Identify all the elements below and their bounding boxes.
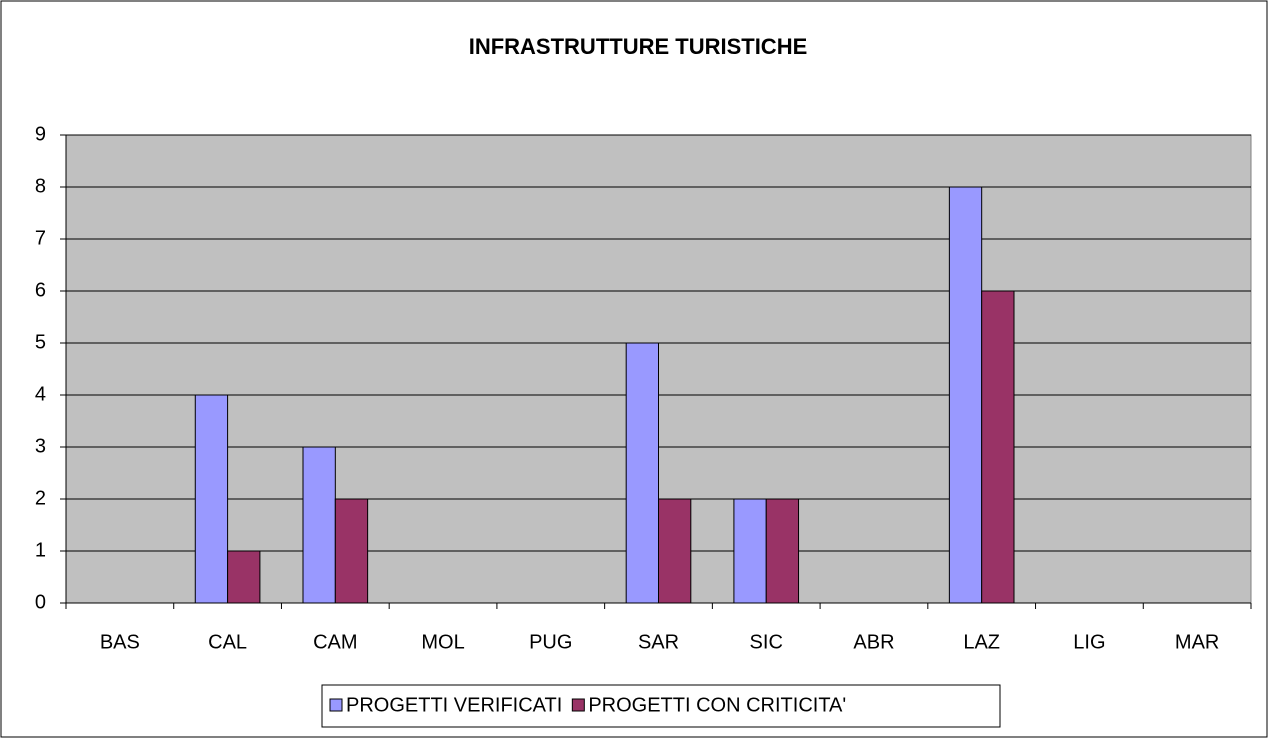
bar [227, 550, 261, 604]
x-tick-label: ABR [853, 631, 894, 653]
x-tick-label: CAL [208, 631, 247, 653]
y-tick-label: 8 [35, 175, 46, 197]
chart-title: INFRASTRUTTURE TURISTICHE [469, 34, 808, 59]
x-tick-label: SIC [750, 631, 783, 653]
y-tick-label: 3 [35, 435, 46, 457]
bar [194, 394, 229, 604]
bar [334, 498, 369, 604]
x-tick-label: LAZ [963, 631, 1000, 653]
x-tick-label: CAM [313, 631, 357, 653]
bar [765, 498, 800, 604]
legend [321, 684, 1001, 728]
y-tick-label: 0 [35, 591, 46, 613]
x-tick-label: MAR [1175, 631, 1219, 653]
y-tick-label: 5 [35, 331, 46, 353]
y-tick-label: 7 [35, 227, 46, 249]
bar [658, 498, 692, 604]
bar [625, 342, 660, 604]
x-tick-label: LIG [1073, 631, 1105, 653]
bar [733, 498, 767, 604]
bar [302, 446, 336, 604]
legend-label: PROGETTI CON CRITICITA' [588, 694, 846, 716]
y-tick-label: 6 [35, 279, 46, 301]
x-tick-label: SAR [638, 631, 679, 653]
y-tick-label: 9 [35, 123, 46, 145]
x-tick-label: BAS [100, 631, 140, 653]
bar [981, 290, 1015, 604]
y-tick-label: 1 [35, 539, 46, 561]
legend-swatch [329, 698, 343, 712]
bar [948, 186, 983, 604]
legend-swatch [571, 698, 585, 712]
x-tick-label: MOL [421, 631, 464, 653]
x-tick-label: PUG [529, 631, 572, 653]
y-tick-label: 4 [35, 383, 46, 405]
legend-label: PROGETTI VERIFICATI [346, 694, 562, 716]
y-tick-label: 2 [35, 487, 46, 509]
